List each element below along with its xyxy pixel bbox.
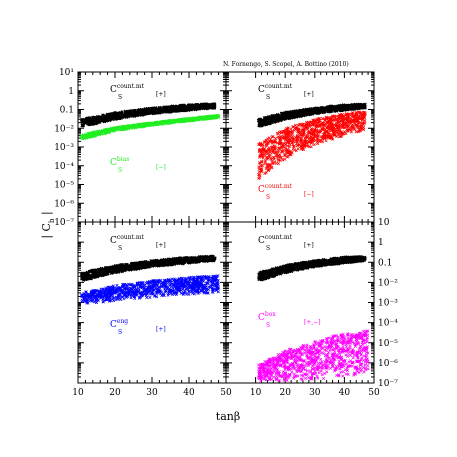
scatter-point xyxy=(145,295,149,300)
y-axis-label-sub: b xyxy=(48,218,56,223)
scatter-point xyxy=(192,292,197,296)
y-tick-label: 10⁻² xyxy=(54,124,74,134)
series-label-tag: [+] xyxy=(156,91,166,98)
scatter-point xyxy=(312,142,316,147)
scatter-point xyxy=(276,161,280,166)
credit-text: N. Fornengo, S. Scopel, A. Bottino (2010… xyxy=(223,61,349,68)
series-label-sub: S xyxy=(266,194,270,201)
y-axis-label-end: | xyxy=(40,211,54,218)
y-tick-label: 10⁻⁴ xyxy=(54,162,74,172)
series-label-sup: bias xyxy=(117,156,129,163)
series-label-tag: [−] xyxy=(156,164,166,171)
y-tick-label: 1 xyxy=(68,87,74,97)
scatter-point xyxy=(309,145,313,149)
scatter-point xyxy=(316,141,320,145)
y-tick-label: 10¹ xyxy=(59,68,74,78)
series-label: Ccount.mt xyxy=(110,83,145,95)
y-axis-label-main: | C xyxy=(40,223,54,239)
panel-top-right: Ccount.mtS [+]Ccount.mtS [−] xyxy=(225,71,375,223)
scatter-point xyxy=(148,295,152,299)
scatter-point xyxy=(291,135,295,139)
y-tick-label: 10⁻³ xyxy=(54,143,74,153)
scatter-point xyxy=(324,139,328,143)
series-label-sup: count.mt xyxy=(265,83,293,90)
panel-frame xyxy=(77,221,227,384)
x-axis-label: tanβ xyxy=(216,410,240,423)
series-label-sub: S xyxy=(266,94,270,101)
y-axis-label: | Cb | xyxy=(40,211,56,238)
series-label-tag: [+] xyxy=(304,91,314,98)
scatter-point xyxy=(321,140,325,144)
y-tick-label: 10⁻⁵ xyxy=(54,181,74,191)
scatter-point xyxy=(293,123,298,127)
scatter-point xyxy=(94,300,98,305)
series-label-sup: count.mt xyxy=(265,183,293,190)
scatter-point xyxy=(258,176,262,180)
y-tick-label: 0.1 xyxy=(60,106,74,116)
series-label-sub: S xyxy=(118,94,122,101)
y-tick-label: 10⁻⁶ xyxy=(54,199,74,209)
series-label: Ccount.mt xyxy=(258,183,293,195)
panel-frame xyxy=(77,71,227,223)
series-label-sup: count.mt xyxy=(117,83,145,90)
series-label-sub: S xyxy=(118,167,122,174)
scatter-point xyxy=(175,109,179,114)
y-tick-label: 10⁻⁷ xyxy=(54,218,74,228)
series-label-tag: [−] xyxy=(304,191,314,198)
scatter-point xyxy=(122,297,126,301)
series-label: Ccount.mt xyxy=(258,83,293,95)
